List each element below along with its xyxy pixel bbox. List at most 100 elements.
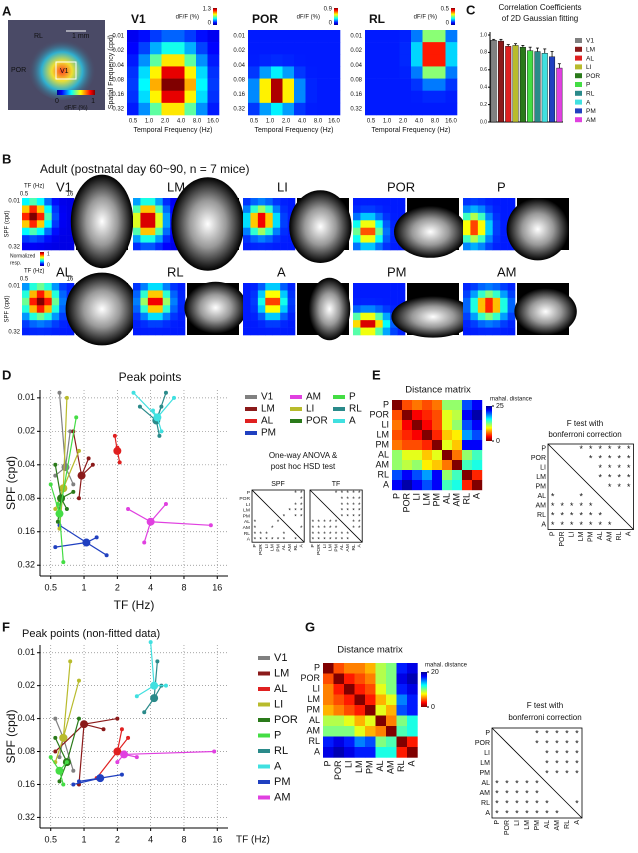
map-cell	[133, 283, 141, 291]
map-cell	[177, 305, 186, 314]
panel-letter: G	[305, 619, 315, 634]
matrix-frame	[251, 489, 305, 543]
matrix-cell	[396, 705, 408, 716]
map-cell	[388, 78, 400, 92]
mean-point	[77, 471, 86, 480]
matrix-cell	[396, 684, 408, 695]
matrix-cell	[407, 694, 418, 706]
map-cell	[388, 102, 400, 116]
column-label: LI	[264, 544, 270, 548]
significance-row: ****	[550, 474, 636, 484]
map-cell	[133, 320, 141, 328]
map-cell	[375, 212, 384, 221]
map-cell	[328, 90, 341, 104]
map-cell	[328, 78, 341, 92]
tick-label: 0.32	[8, 330, 20, 336]
significance-row: ***** **	[311, 525, 363, 532]
map-cell	[382, 320, 391, 328]
y-tick-label: 0.04	[350, 63, 362, 69]
matrix-cell	[432, 460, 443, 471]
map-cell	[147, 305, 156, 314]
row-label: AL	[537, 493, 546, 500]
column-label: LI	[322, 544, 328, 548]
chart-title: of 2D Gaussian fitting	[502, 14, 578, 23]
map-cell	[271, 30, 283, 43]
map-cell	[280, 242, 288, 251]
map-cell	[294, 102, 306, 116]
matrix-cell	[375, 673, 387, 685]
column-label: P	[252, 543, 258, 547]
matrix-cell	[402, 430, 413, 441]
map-cell	[317, 54, 329, 67]
significance-row: *****	[494, 729, 584, 739]
mean-point	[96, 774, 105, 783]
map-cell	[133, 205, 141, 214]
colorbar-label: resp.	[10, 260, 21, 266]
map-cell	[305, 42, 318, 55]
map-cell	[243, 205, 251, 214]
colorbar-label: 1	[47, 251, 50, 257]
matrix-cell	[432, 480, 443, 491]
map-cell	[140, 235, 149, 243]
map-cell	[365, 90, 377, 104]
map-cell	[196, 102, 208, 116]
map-cell	[382, 212, 391, 221]
map-cell	[282, 30, 295, 43]
matrix-diagonal	[309, 489, 363, 543]
map-cell	[353, 312, 361, 321]
map-cell	[399, 90, 412, 104]
map-cell	[177, 320, 186, 328]
map-cell	[500, 327, 508, 336]
map-title: V1	[131, 12, 146, 26]
map-cell	[161, 90, 174, 104]
x-tick-label: 1.0	[145, 119, 154, 125]
row-label: LI	[381, 419, 389, 429]
map-cell	[485, 220, 494, 229]
map-cell	[305, 102, 318, 116]
legend-label: PM	[586, 108, 596, 115]
spoke	[73, 777, 101, 786]
significance-row: ****** *	[253, 537, 305, 544]
map-cell	[382, 242, 391, 251]
map-cell	[317, 30, 329, 43]
colorbar-label: 1.3	[203, 7, 212, 13]
panel-letter: A	[2, 3, 12, 18]
map-cell	[382, 220, 391, 229]
map-cell	[29, 220, 38, 229]
map-cell	[29, 327, 38, 336]
map-cell	[173, 54, 185, 67]
colorbar-tick-label: 20	[431, 669, 439, 676]
map-cell	[177, 327, 186, 336]
column-label: AM	[386, 761, 396, 775]
x-tick-label: 8	[181, 582, 186, 592]
map-cell	[390, 198, 398, 206]
point	[150, 408, 155, 413]
map-cell	[388, 30, 400, 43]
column-label: LI	[514, 820, 521, 826]
row-label: P	[247, 490, 251, 496]
matrix-cell	[333, 726, 345, 737]
map-cell	[44, 327, 53, 336]
map-cell	[367, 198, 376, 206]
map-cell	[59, 227, 67, 236]
map-cell	[477, 283, 486, 291]
map-cell	[36, 327, 45, 336]
column-label: LM	[354, 761, 364, 774]
matrix-cell	[392, 430, 403, 441]
map-cell	[282, 42, 295, 55]
map-cell	[265, 227, 274, 236]
y-tick-label: 0.01	[350, 34, 362, 40]
map-cell	[390, 212, 398, 221]
map-cell	[243, 283, 251, 291]
map-cell	[445, 66, 458, 79]
map-cell	[184, 42, 197, 55]
map-cell	[140, 205, 149, 214]
colorbar	[40, 252, 44, 266]
row-label: POR	[300, 673, 320, 683]
matrix-cell	[402, 410, 413, 421]
significance-row: ***	[253, 508, 305, 515]
column-label: AL	[281, 544, 287, 550]
point	[61, 782, 66, 787]
map-cell	[36, 198, 45, 206]
map-cell	[162, 242, 171, 251]
